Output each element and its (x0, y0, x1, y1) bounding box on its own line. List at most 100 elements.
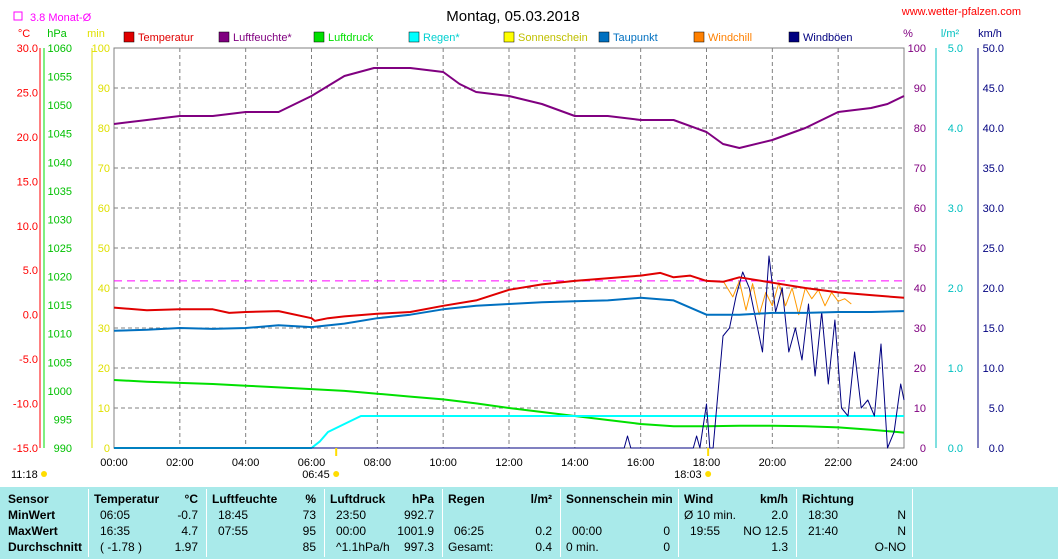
legend-swatch (693, 31, 705, 43)
stats-wind-col: Wind km/h Ø 10 min. 2.0 19:55 NO 12.5 1.3 (684, 487, 792, 559)
wind-tick-label: 20.0 (983, 283, 1004, 295)
series-taupunkt (113, 296, 905, 332)
pressure-tick-label: 1040 (48, 157, 72, 169)
legend-swatch (218, 31, 230, 43)
pressure-tick-label: 1035 (48, 186, 72, 198)
percent-tick-label: 30 (914, 323, 926, 335)
sun-max-time: 00:00 (572, 524, 603, 538)
minutes-tick-label: 20 (98, 363, 110, 375)
stats-separator (796, 489, 797, 557)
press-min-time: 23:50 (336, 508, 367, 522)
x-tick-label: 06:00 (298, 457, 326, 469)
moon-icon (41, 471, 47, 477)
pressure-tick-label: 1050 (48, 100, 72, 112)
stats-separator (206, 489, 207, 557)
pressure-tick-label: 1025 (48, 243, 72, 255)
row-label-min: MinWert (8, 508, 56, 522)
stats-press-col: Luftdruck hPa 23:50 992.7 00:00 1001.9 ^1.1… (330, 487, 438, 559)
temp-tick-label: 25.0 (17, 87, 38, 99)
x-tick-label: 10:00 (429, 457, 457, 469)
legend-item: Temperatur (123, 31, 194, 44)
percent-tick-label: 100 (908, 43, 926, 55)
x-tick-label: 00:00 (100, 457, 128, 469)
weather-chart: °C hPa min% l/m² km/h 30.0 25.0 20.0 15.0 10.0 5.0… (11, 6, 1021, 481)
legend-label: Regen* (423, 32, 460, 44)
temp-min-value: -0.7 (177, 508, 198, 522)
percent-tick-label: 10 (914, 403, 926, 415)
percent-tick-label: 20 (914, 363, 926, 375)
sunrise-time-label: 06:45 (302, 469, 330, 481)
wind-tick-label: 15.0 (983, 323, 1004, 335)
rain-tick-label: 3.0 (948, 203, 963, 215)
monthly-avg-label: 3.8 Monat-Ø (30, 12, 92, 24)
x-tick-label: 08:00 (364, 457, 392, 469)
wind-tick-label: 40.0 (983, 123, 1004, 135)
press-max-time: 00:00 (336, 524, 367, 538)
stats-separator (88, 489, 89, 557)
temp-max-value: 4.7 (181, 524, 198, 538)
percent-tick-label: 50 (914, 243, 926, 255)
percent-tick-label: 70 (914, 163, 926, 175)
minutes-tick-label: 80 (98, 123, 110, 135)
website-link[interactable]: www.wetter-pfalzen.com (901, 6, 1021, 18)
stats-separator (324, 489, 325, 557)
wind-tick-label: 5.0 (989, 403, 1004, 415)
temp-tick-label: 5.0 (23, 265, 38, 277)
legend-item: Luftfeuchte* (218, 31, 292, 44)
pressure-tick-label: 1045 (48, 129, 72, 141)
hum-max-value: 95 (302, 524, 316, 538)
wind-tick-label: 45.0 (983, 83, 1004, 95)
minutes-tick-label: 60 (98, 203, 110, 215)
sun-header: Sonnenschein min (566, 492, 673, 506)
hum-max-time: 07:55 (218, 524, 249, 538)
sunset-icon (705, 471, 712, 477)
rain-tick-label: 1.0 (948, 363, 963, 375)
stats-separator (678, 489, 679, 557)
temp-avg-time: ( -1.78 ) (100, 540, 143, 554)
legend-swatch (123, 31, 135, 43)
stats-rain-col: Regen l/m² 06:25 0.2 Gesamt: 0.4 (448, 487, 556, 559)
pressure-tick-label: 1000 (48, 386, 72, 398)
series-luftfeuchte (113, 67, 905, 149)
pressure-tick-label: 990 (54, 443, 72, 455)
pressure-tick-label: 1005 (48, 357, 72, 369)
temp-tick-label: 20.0 (17, 132, 38, 144)
series-regen (114, 415, 904, 449)
stats-separator (912, 489, 913, 557)
dir-max-value: N (897, 524, 906, 538)
temp-avg-value: 1.97 (174, 540, 198, 554)
wind-unit-label: km/h (978, 28, 1002, 40)
chart-axes: °C hPa min% l/m² km/h 30.0 25.0 20.0 15.0 10.0 5.0… (13, 28, 1004, 469)
minutes-tick-label: 50 (98, 243, 110, 255)
press-max-value: 1001.9 (397, 524, 434, 538)
wind-min-value: 2.0 (771, 508, 788, 522)
pressure-tick-label: 1060 (48, 43, 72, 55)
row-label-avg: Durchschnitt (8, 540, 83, 554)
chart-title: Montag, 05.03.2018 (446, 8, 579, 25)
legend-swatch (408, 31, 420, 43)
sun-total-value: 0 (663, 540, 670, 554)
legend-swatch (503, 31, 515, 43)
dir-max-time: 21:40 (808, 524, 839, 538)
sunrise-icon (333, 471, 340, 477)
rain-max-time: 06:25 (454, 524, 485, 538)
dir-header: Richtung (802, 492, 854, 506)
pressure-tick-label: 1010 (48, 329, 72, 341)
stats-sun-col: Sonnenschein min 00:00 0 0 min. 0 (566, 487, 674, 559)
legend-item: Luftdruck (313, 31, 374, 44)
statistics-table: Sensor MinWert MaxWert Durchschnitt Temp… (0, 487, 1058, 559)
hum-unit: % (305, 492, 316, 506)
legend-item: Sonnenschein (503, 31, 588, 44)
hum-min-time: 18:45 (218, 508, 249, 522)
rain-max-value: 0.2 (535, 524, 552, 538)
series-temperatur (113, 271, 905, 322)
monthly-avg-swatch (13, 11, 23, 21)
x-tick-label: 16:00 (627, 457, 655, 469)
sun-total-label: 0 min. (566, 540, 599, 554)
legend-item: Taupunkt (598, 31, 658, 44)
rain-tick-label: 4.0 (948, 123, 963, 135)
pressure-tick-label: 995 (54, 414, 72, 426)
x-tick-label: 04:00 (232, 457, 260, 469)
percent-tick-label: 80 (914, 123, 926, 135)
time-markers: 11:18 06:45 18:03 (11, 448, 712, 481)
